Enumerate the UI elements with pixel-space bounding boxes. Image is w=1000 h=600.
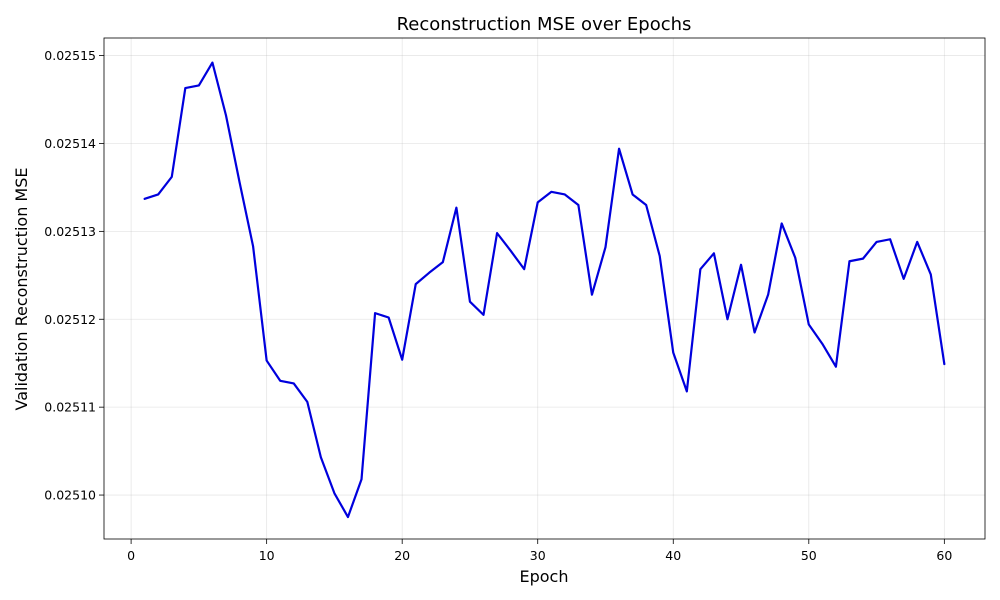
x-tick-label: 0: [127, 548, 135, 563]
plot-series: [143, 61, 946, 519]
series-line: [143, 61, 946, 519]
y-axis-label: Validation Reconstruction MSE: [12, 168, 31, 411]
x-tick-label: 40: [665, 548, 681, 563]
x-tick-label: 30: [530, 548, 546, 563]
x-tick-label: 60: [936, 548, 952, 563]
x-axis: 0 10 20 30 40 50 60: [127, 539, 952, 563]
y-tick-label: 0.02512: [44, 312, 96, 327]
chart-title: Reconstruction MSE over Epochs: [397, 14, 692, 35]
x-tick-label: 10: [259, 548, 275, 563]
x-tick-label: 50: [801, 548, 817, 563]
y-tick-label: 0.02510: [44, 488, 96, 503]
x-tick-label: 20: [394, 548, 410, 563]
y-axis: 0.02510 0.02511 0.02512 0.02513 0.02514 0.025…: [44, 48, 104, 503]
y-tick-label: 0.02514: [44, 136, 96, 151]
x-axis-label: Epoch: [520, 567, 569, 586]
plot-frame: [103, 37, 986, 540]
y-tick-label: 0.02515: [44, 48, 96, 63]
grid: [104, 38, 985, 539]
y-tick-label: 0.02513: [44, 224, 96, 239]
y-tick-label: 0.02511: [44, 400, 96, 415]
